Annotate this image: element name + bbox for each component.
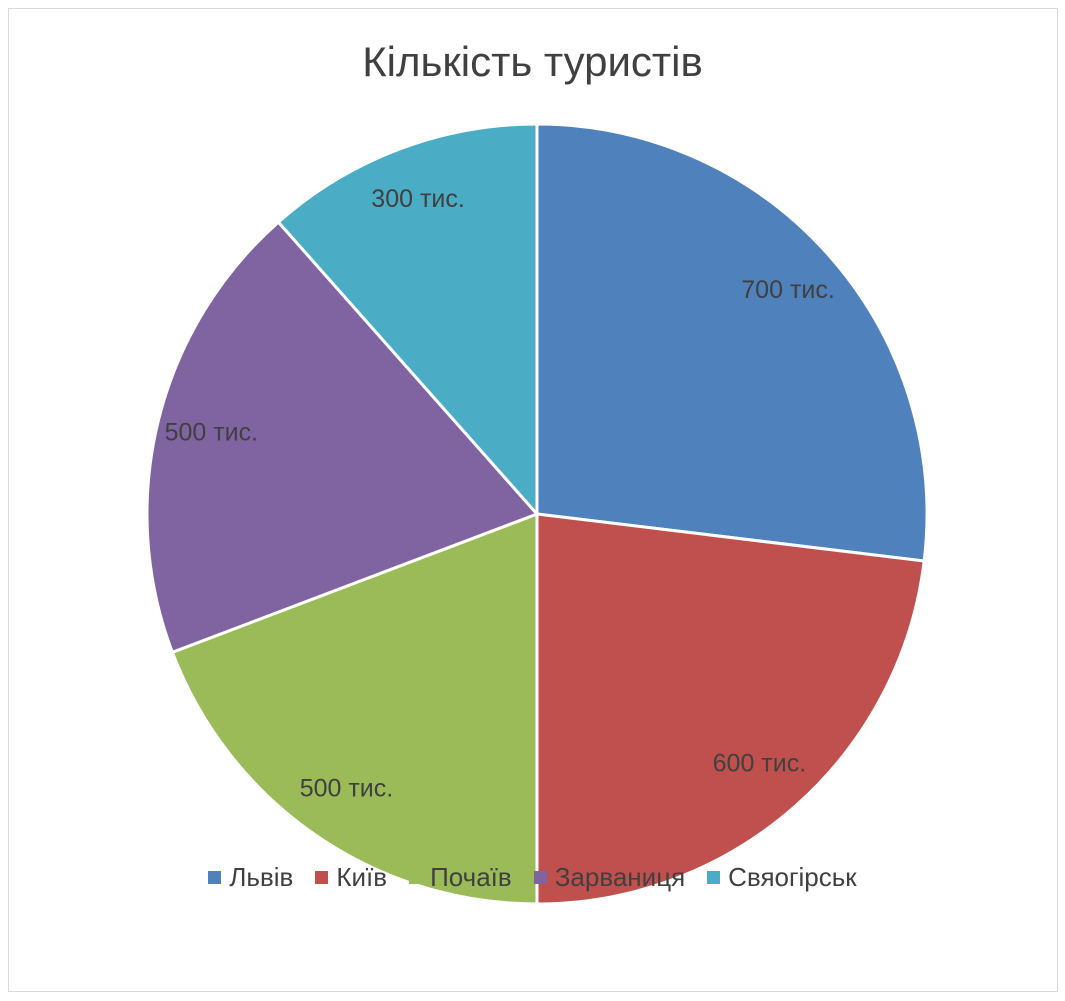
legend-item-1: Львів [208, 862, 293, 893]
data-label-1: 700 тис. [741, 276, 835, 304]
legend-swatch [208, 871, 222, 884]
legend-label: Зарваниця [554, 862, 686, 892]
data-label-3: 500 тис. [300, 775, 394, 803]
legend-swatch [315, 871, 329, 884]
pie-slice-1 [535, 122, 929, 563]
legend-item-5: Свяогірськ [707, 862, 857, 893]
legend-swatch [533, 871, 547, 884]
legend-label: Львів [229, 862, 294, 892]
chart-title: Кількість туристів [362, 38, 703, 85]
legend-item-3: Почаїв [409, 862, 512, 893]
legend-swatch [707, 871, 721, 884]
legend-swatch [409, 871, 423, 884]
data-label-2: 600 тис. [713, 750, 807, 778]
pie-slice-3 [170, 511, 539, 906]
legend-label: Почаїв [430, 862, 512, 892]
legend-label: Київ [336, 862, 388, 892]
data-label-5: 300 тис. [371, 185, 465, 213]
pie-slice-5 [276, 122, 539, 518]
pie-slice-2 [535, 512, 926, 906]
data-label-4: 500 тис. [165, 418, 259, 446]
legend-label: Свяогірськ [728, 862, 857, 892]
chart-legend: Львів Київ Почаїв Зарваниця Свяогірськ [0, 862, 1065, 893]
legend-item-4: Зарваниця [533, 862, 686, 893]
pie-slice-4 [145, 219, 540, 655]
legend-item-2: Київ [315, 862, 387, 893]
